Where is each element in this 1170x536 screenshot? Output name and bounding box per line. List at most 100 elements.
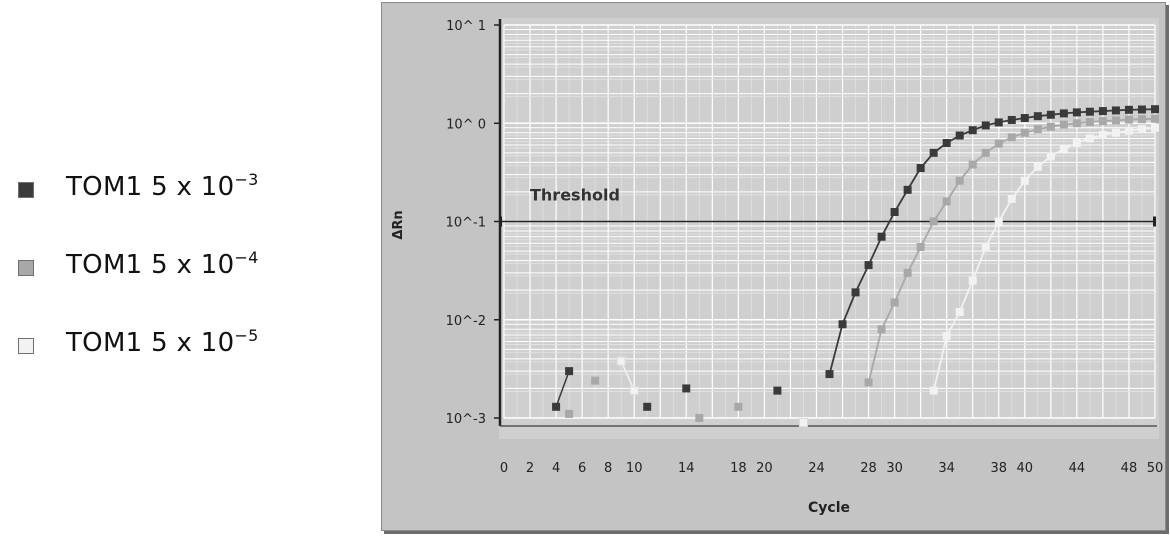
data-point <box>1098 107 1107 116</box>
data-point <box>1111 128 1120 137</box>
threshold-line[interactable]: Threshold <box>499 186 1156 227</box>
data-point <box>1151 105 1159 114</box>
threshold-label: Threshold <box>530 186 620 205</box>
series-noise-line <box>555 370 570 408</box>
data-point <box>643 402 652 411</box>
legend-label: TOM1 5 x 10−4 <box>66 248 259 280</box>
data-point <box>1072 138 1081 147</box>
legend-label-text: TOM1 5 x 10 <box>66 172 235 202</box>
legend-swatch <box>18 338 34 354</box>
data-point <box>1151 114 1159 123</box>
data-point <box>798 417 808 427</box>
data-point <box>1007 133 1016 142</box>
legend-item: TOM1 5 x 10−3 <box>18 170 358 248</box>
data-point <box>955 131 964 140</box>
data-point <box>1111 116 1120 125</box>
data-point <box>968 126 977 135</box>
data-point <box>981 148 990 157</box>
data-point <box>929 386 938 395</box>
data-point <box>877 232 886 241</box>
legend-label-text: TOM1 5 x 10 <box>66 250 235 280</box>
legend-label: TOM1 5 x 10−5 <box>66 326 259 358</box>
data-point <box>695 414 704 422</box>
data-point <box>1111 106 1120 115</box>
data-point <box>968 276 977 285</box>
data-point <box>682 384 691 393</box>
data-point <box>1020 176 1029 185</box>
data-point <box>1020 128 1029 137</box>
data-point <box>1059 144 1068 153</box>
data-point <box>994 118 1003 127</box>
chart-legend: TOM1 5 x 10−3 TOM1 5 x 10−4 TOM1 5 x 10−5 <box>18 170 358 404</box>
data-point <box>1098 130 1107 139</box>
data-point <box>864 378 873 387</box>
data-point <box>1007 115 1016 124</box>
data-point <box>838 320 847 329</box>
legend-label-text: TOM1 5 x 10 <box>66 328 235 358</box>
data-point <box>903 185 912 194</box>
data-point <box>890 298 899 307</box>
y-tick-label: 10^-1 <box>446 216 486 231</box>
x-tick-label: 34 <box>938 461 955 476</box>
data-point <box>1085 134 1094 143</box>
x-tick-label: 48 <box>1121 461 1138 476</box>
series-noise-line <box>620 360 635 391</box>
data-point <box>1046 110 1055 119</box>
y-tick-label: 10^ 1 <box>446 19 486 34</box>
data-point <box>1085 117 1094 126</box>
y-axis: 10^-3 10^-2 10^-1 10^ 0 10^ 1 <box>446 19 500 427</box>
data-point <box>929 148 938 157</box>
x-tick-label: 4 <box>552 461 560 476</box>
data-point <box>1072 119 1081 128</box>
legend-label-exponent: −3 <box>234 170 259 189</box>
data-point <box>1072 108 1081 117</box>
data-point <box>1124 115 1133 124</box>
data-point <box>591 376 600 385</box>
data-point <box>773 386 782 395</box>
data-point <box>825 370 834 379</box>
legend-item: TOM1 5 x 10−4 <box>18 248 358 326</box>
data-point <box>1059 120 1068 129</box>
x-tick-label: 24 <box>808 461 825 476</box>
data-point <box>903 268 912 277</box>
data-point <box>1046 122 1055 131</box>
data-point <box>851 288 860 297</box>
data-point <box>890 207 899 216</box>
data-point <box>1007 194 1016 203</box>
legend-swatch <box>18 182 34 198</box>
amplification-plot: 10^-310^-210^-110^ 010^ 1 0 2 4 6 8 10 14 18 20 2… <box>391 18 1164 516</box>
x-axis-label: Cycle <box>808 500 850 516</box>
plot-area <box>499 18 1159 439</box>
data-point <box>1020 114 1029 123</box>
x-tick-label: 50 <box>1147 461 1164 476</box>
threshold-handle-left <box>499 216 502 227</box>
data-point <box>1033 162 1042 171</box>
y-tick-label: 10^ 0 <box>446 117 486 132</box>
data-point <box>955 176 964 185</box>
series-3 <box>616 123 1159 427</box>
data-point <box>1137 115 1146 124</box>
legend-item: TOM1 5 x 10−5 <box>18 326 358 404</box>
data-point <box>864 261 873 270</box>
series-1 <box>552 105 1159 411</box>
x-tick-label: 28 <box>860 461 877 476</box>
x-tick-label: 18 <box>730 461 747 476</box>
data-point <box>616 356 626 366</box>
data-point <box>552 402 561 411</box>
data-point <box>1059 109 1068 118</box>
data-point <box>1124 105 1133 114</box>
data-point <box>981 121 990 130</box>
legend-label: TOM1 5 x 10−3 <box>66 170 259 202</box>
data-point <box>994 217 1003 226</box>
chart-panel: 10^-3 10^-2 10^-1 10^ 0 10^ 1 0 2 4 6 8 10 14 18 20 2… <box>381 2 1166 531</box>
data-point <box>1151 123 1159 132</box>
threshold-handle-right <box>1153 216 1156 227</box>
data-point <box>955 307 964 316</box>
y-tick-label: 10^-2 <box>446 314 486 329</box>
data-point <box>565 367 574 376</box>
series-layer <box>552 105 1159 427</box>
x-tick-label: 38 <box>990 461 1007 476</box>
data-point <box>1124 126 1133 135</box>
data-point <box>916 164 925 173</box>
x-tick-label: 0 <box>500 461 508 476</box>
